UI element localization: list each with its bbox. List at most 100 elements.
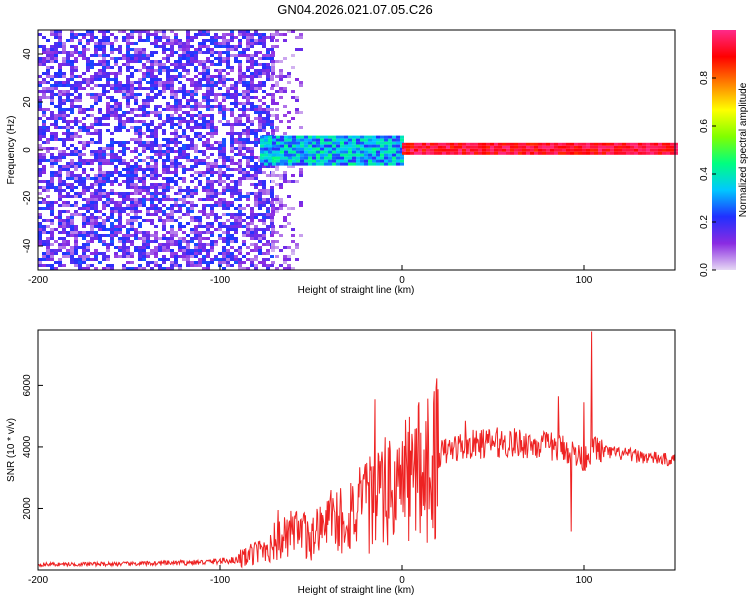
spectrogram-cell [446,145,450,149]
spectrogram-cell [110,114,114,117]
spectrogram-cell [154,186,158,189]
spectrogram-cell [566,142,570,146]
spectrogram-cell [356,156,360,160]
spectrogram-cell [258,111,262,114]
spectrogram-cell [202,114,206,117]
spectrogram-cell [344,153,348,157]
spectrogram-cell [238,252,242,255]
spectrogram-cell [42,87,46,90]
spectrogram-cell [174,255,178,258]
spectrogram-cell [110,207,114,210]
spectrogram-cell [42,264,46,267]
spectrogram-cell [126,90,130,93]
spectrogram-cell [254,156,258,159]
spectrogram-cell [258,180,262,183]
spectrogram-cell [106,42,110,45]
spectrogram-cell [238,42,242,45]
spectrogram-cell [74,57,78,60]
spectrogram-cell [182,87,186,90]
spectrogram-cell [58,246,62,249]
spectrogram-cell [312,153,316,157]
spectrogram-cell [380,135,384,139]
spectrogram-cell [154,36,158,39]
spectrogram-cell [582,148,586,152]
spectrogram-cell [190,228,194,231]
spectrogram-cell [154,252,158,255]
spectrogram-cell [118,156,122,159]
spectrogram-cell [230,78,234,81]
spectrogram-cell [126,36,130,39]
spectrogram-cell [74,264,78,267]
spectrogram-cell [279,96,283,99]
spectrogram-cell [502,142,506,146]
spectrogram-cell [275,81,279,84]
spectrogram-cell [546,142,550,146]
spectrogram-cell [308,159,312,163]
spectrogram-cell [271,93,275,96]
spectrogram-cell [166,42,170,45]
spectrogram-cell [246,258,250,261]
spectrogram-cell [94,183,98,186]
spectrogram-cell [62,168,66,171]
spectrogram-cell [138,132,142,135]
spectrogram-cell [304,156,308,160]
spectrogram-cell [146,102,150,105]
spectrogram-cell [134,213,138,216]
spectrogram-cell [90,207,94,210]
spectrogram-cell [170,123,174,126]
spectrogram-cell [214,69,218,72]
spectrogram-cell [190,36,194,39]
spectrogram-cell [150,171,154,174]
spectrogram-cell [376,162,380,166]
spectrogram-cell [210,153,214,156]
spectrogram-cell [74,75,78,78]
spectrogram-cell [246,96,250,99]
spectrogram-cell [78,99,82,102]
spectrogram-cell [110,84,114,87]
spectrogram-cell [238,123,242,126]
spectrogram-cell [206,123,210,126]
spectrogram-cell [262,204,266,207]
spectrogram-cell [666,142,670,146]
spectrogram-cell [182,153,186,156]
spectrogram-cell [78,87,82,90]
spectrogram-cell [126,267,130,270]
spectrogram-cell [110,138,114,141]
spectrogram-cell [94,249,98,252]
spectrogram-cell [182,42,186,45]
spectrogram-cell [364,144,368,148]
spectrogram-cell [190,249,194,252]
spectrogram-cell [130,111,134,114]
spectrogram-cell [222,201,226,204]
spectrogram-cell [222,108,226,111]
spectrogram-cell [70,222,74,225]
spectrogram-cell [170,81,174,84]
spectrogram-cell [50,234,54,237]
spectrogram-cell [279,249,283,252]
spectrogram-cell [222,96,226,99]
spectrogram-cell [202,249,206,252]
spectrogram-cell [106,108,110,111]
spectrogram-cell [54,156,58,159]
spectrogram-cell [162,165,166,168]
spectrogram-cell [42,96,46,99]
spectrogram-cell [206,102,210,105]
spectrogram-cell [266,111,270,114]
spectrogram-cell [270,189,274,192]
spectrogram-cell [46,90,50,93]
spectrogram-cell [126,45,130,48]
spectrogram-cell [62,228,66,231]
spectrogram-cell [98,168,102,171]
spectrogram-cell [230,138,234,141]
spectrogram-cell [270,78,274,81]
spectrogram-cell [114,114,118,117]
spectrogram-cell [98,30,102,33]
spectrogram-cell [210,171,214,174]
spectrogram-cell [238,150,242,153]
spectrogram-cell [206,198,210,201]
spectrogram-cell [154,159,158,162]
spectrogram-cell [238,153,242,156]
spectrogram-cell [250,54,254,57]
spectrogram-cell [162,246,166,249]
spectrogram-cell [78,75,82,78]
